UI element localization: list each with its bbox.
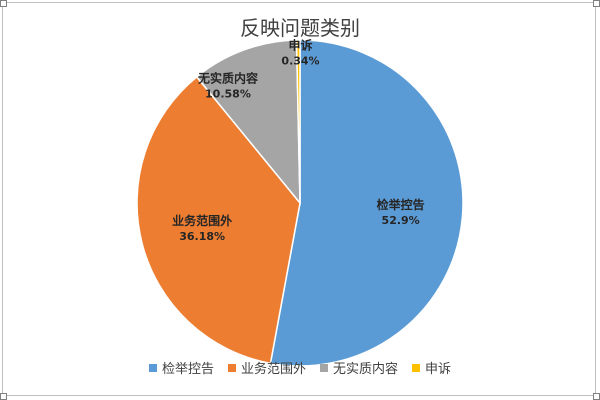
pie-slice-4[interactable] bbox=[295, 39, 301, 204]
slice-value-label: 0.34% bbox=[281, 54, 319, 67]
legend-item-4[interactable]: 申诉 bbox=[412, 358, 451, 377]
legend-swatch bbox=[148, 363, 157, 372]
slice-name-label: 检举控告 bbox=[377, 197, 425, 212]
slice-value-label: 52.9% bbox=[382, 214, 420, 227]
legend-swatch bbox=[320, 363, 328, 372]
slice-label-2: 业务范围外 36.18% bbox=[172, 213, 232, 243]
slice-name-label: 业务范围外 bbox=[172, 213, 232, 228]
slice-name-label: 申诉 bbox=[289, 37, 313, 52]
legend-item-3[interactable]: 无实质内容 bbox=[320, 358, 398, 377]
chart-title: 反映问题类别 bbox=[240, 16, 360, 40]
legend-swatch bbox=[227, 363, 236, 372]
slice-value-label: 10.58% bbox=[205, 88, 251, 101]
legend-label: 业务范围外 bbox=[240, 362, 306, 377]
legend-item-2[interactable]: 业务范围外 bbox=[227, 358, 306, 377]
legend-label: 无实质内容 bbox=[333, 362, 399, 377]
pie-slice-1[interactable] bbox=[269, 39, 464, 367]
legend-swatch bbox=[412, 363, 421, 372]
slice-label-4: 申诉 0.34% bbox=[281, 37, 319, 67]
slice-value-label: 36.18% bbox=[179, 230, 225, 243]
pie-slice-2[interactable] bbox=[136, 75, 301, 365]
slice-label-1: 检举控告 52.9% bbox=[377, 197, 425, 227]
slice-label-3: 无实质内容 10.58% bbox=[197, 71, 258, 101]
resize-handle-top-left[interactable] bbox=[0, 0, 7, 7]
legend-label: 申诉 bbox=[425, 362, 452, 377]
pie-slice-3[interactable] bbox=[195, 39, 301, 206]
slice-name-label: 无实质内容 bbox=[197, 71, 258, 86]
legend-label: 检举控告 bbox=[161, 362, 214, 377]
chart-legend: 检举控告 业务范围外 无实质内容 申诉 bbox=[0, 358, 600, 377]
legend-item-1[interactable]: 检举控告 bbox=[148, 358, 214, 377]
